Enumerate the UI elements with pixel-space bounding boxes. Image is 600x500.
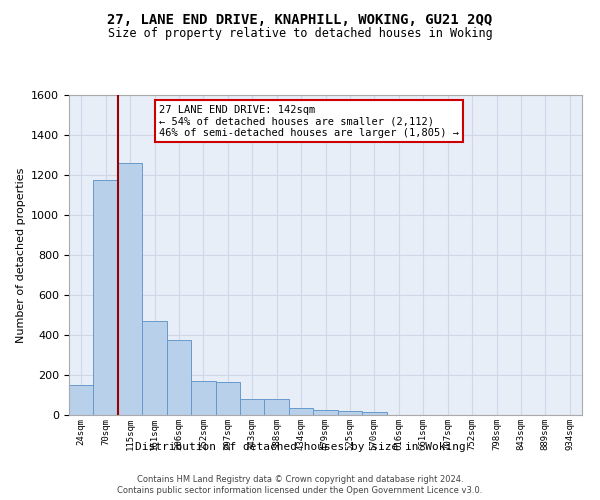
Text: Contains public sector information licensed under the Open Government Licence v3: Contains public sector information licen… [118,486,482,495]
Bar [142,321,167,415]
Bar [191,381,215,415]
Bar [240,398,265,415]
Text: Distribution of detached houses by size in Woking: Distribution of detached houses by size … [134,442,466,452]
Text: Contains HM Land Registry data © Crown copyright and database right 2024.: Contains HM Land Registry data © Crown c… [137,475,463,484]
Bar [167,340,191,415]
Bar [338,411,362,415]
Bar [362,412,386,415]
Text: 27, LANE END DRIVE, KNAPHILL, WOKING, GU21 2QQ: 27, LANE END DRIVE, KNAPHILL, WOKING, GU… [107,12,493,26]
Text: 27 LANE END DRIVE: 142sqm
← 54% of detached houses are smaller (2,112)
46% of se: 27 LANE END DRIVE: 142sqm ← 54% of detac… [159,104,459,138]
Text: Size of property relative to detached houses in Woking: Size of property relative to detached ho… [107,28,493,40]
Bar [215,382,240,415]
Bar [94,180,118,415]
Bar [313,410,338,415]
Bar [69,386,94,415]
Bar [118,163,142,415]
Bar [289,408,313,415]
Bar [265,398,289,415]
Y-axis label: Number of detached properties: Number of detached properties [16,168,26,342]
